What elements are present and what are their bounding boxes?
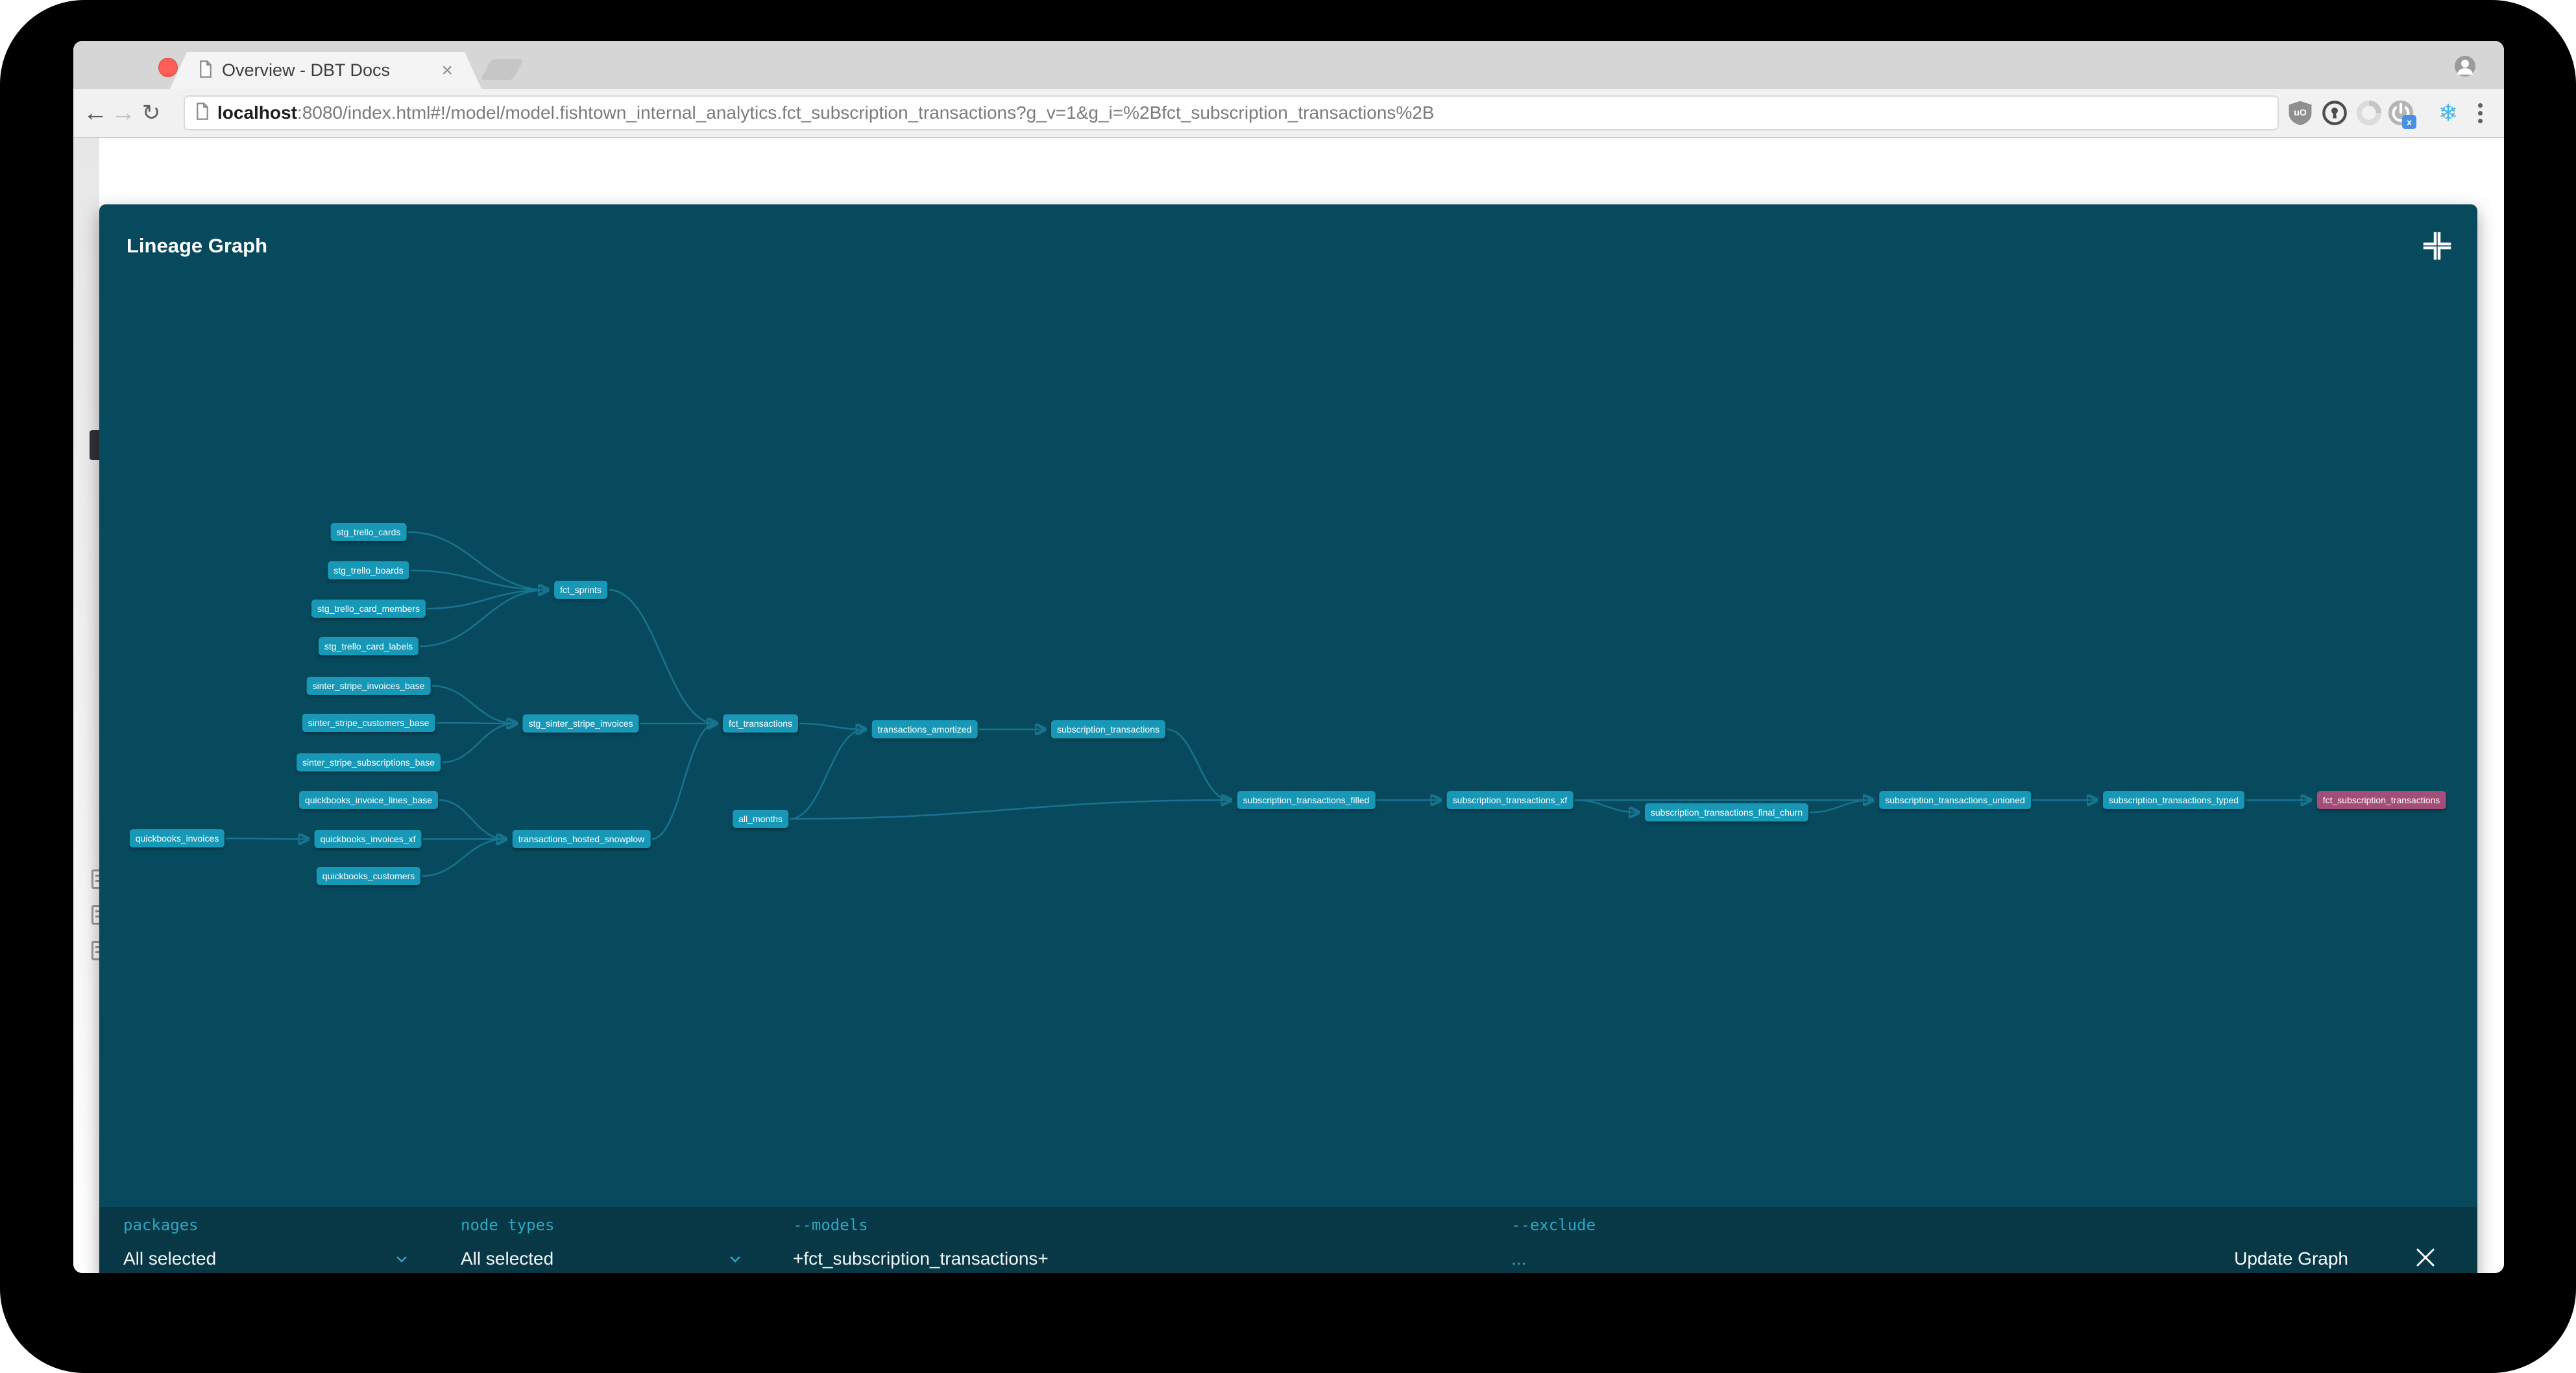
graph-node-subscription_transactions_filled[interactable]: subscription_transactions_filled xyxy=(1237,791,1376,809)
graph-node-subscription_transactions_xf[interactable]: subscription_transactions_xf xyxy=(1446,791,1574,809)
exclude-input[interactable]: ... xyxy=(1511,1248,1527,1269)
browser-toolbar: ← → ↻ localhost:8080/index.html#!/model/… xyxy=(73,89,2504,138)
graph-node-subscription_transactions_typed[interactable]: subscription_transactions_typed xyxy=(2102,791,2245,809)
graph-filter-bar: packages All selected node types All sel… xyxy=(99,1207,2477,1273)
page-left-strip xyxy=(73,138,108,1241)
tab-strip: Overview - DBT Docs × xyxy=(73,41,2504,89)
forward-button[interactable]: → xyxy=(111,99,136,127)
graph-node-fct_sprints[interactable]: fct_sprints xyxy=(554,581,607,599)
graph-node-transactions_hosted_snowplow[interactable]: transactions_hosted_snowplow xyxy=(512,830,651,848)
url-host: localhost xyxy=(217,103,297,123)
page-favicon-icon xyxy=(199,60,213,81)
graph-node-sinter_stripe_customers_base[interactable]: sinter_stripe_customers_base xyxy=(302,714,435,732)
packages-select[interactable]: All selected xyxy=(123,1248,217,1269)
ublock-extension-icon[interactable]: uO xyxy=(2283,89,2317,137)
tab-title: Overview - DBT Docs xyxy=(222,60,391,80)
graph-node-subscription_transactions_unioned[interactable]: subscription_transactions_unioned xyxy=(1879,791,2031,809)
new-tab-button[interactable] xyxy=(480,59,524,80)
graph-node-quickbooks_invoices_xf[interactable]: quickbooks_invoices_xf xyxy=(314,830,422,848)
graph-node-stg_trello_card_members[interactable]: stg_trello_card_members xyxy=(311,600,426,618)
reload-button[interactable]: ↻ xyxy=(141,101,161,125)
exclude-label: --exclude xyxy=(1511,1216,1596,1234)
svg-text:uO: uO xyxy=(2294,108,2307,118)
disabled-extension-icon[interactable] xyxy=(2352,89,2386,137)
packages-label: packages xyxy=(123,1216,199,1234)
graph-node-quickbooks_invoices[interactable]: quickbooks_invoices xyxy=(129,829,225,847)
onepassword-extension-icon[interactable] xyxy=(2318,89,2351,137)
graph-node-sinter_stripe_subscriptions_base[interactable]: sinter_stripe_subscriptions_base xyxy=(297,753,441,772)
url-path: :8080/index.html#!/model/model.fishtown_… xyxy=(297,103,1435,123)
profile-avatar[interactable] xyxy=(2454,55,2476,77)
collapse-graph-icon[interactable] xyxy=(2423,232,2451,260)
lineage-graph-title: Lineage Graph xyxy=(127,234,268,257)
graph-node-fct_transactions[interactable]: fct_transactions xyxy=(722,714,799,733)
graph-node-stg_trello_cards[interactable]: stg_trello_cards xyxy=(330,523,407,541)
browser-menu-icon[interactable] xyxy=(2463,89,2497,137)
close-graph-icon[interactable] xyxy=(2414,1246,2437,1269)
graph-node-subscription_transactions_final_churn[interactable]: subscription_transactions_final_churn xyxy=(1644,803,1809,821)
address-bar[interactable]: localhost:8080/index.html#!/model/model.… xyxy=(184,95,2279,130)
models-label: --models xyxy=(793,1216,868,1234)
packages-chevron-down-icon[interactable] xyxy=(395,1255,408,1267)
graph-node-all_months[interactable]: all_months xyxy=(733,810,788,828)
back-button[interactable]: ← xyxy=(83,99,108,127)
extension-badge-x: x xyxy=(2402,115,2416,129)
graph-node-transactions_amortized[interactable]: transactions_amortized xyxy=(871,720,978,738)
close-window-button[interactable] xyxy=(158,58,178,77)
node-types-label: node types xyxy=(461,1216,555,1234)
graph-node-fct_subscription_transactions[interactable]: fct_subscription_transactions xyxy=(2316,791,2446,809)
update-graph-button[interactable]: Update Graph xyxy=(2234,1248,2348,1269)
graph-node-stg_sinter_stripe_invoices[interactable]: stg_sinter_stripe_invoices xyxy=(522,714,639,733)
node-types-select[interactable]: All selected xyxy=(461,1248,554,1269)
snowflake-extension-icon[interactable]: ❄ xyxy=(2438,99,2459,126)
graph-node-stg_trello_card_labels[interactable]: stg_trello_card_labels xyxy=(318,637,419,655)
url-text: localhost:8080/index.html#!/model/model.… xyxy=(217,103,1434,123)
models-input[interactable]: +fct_subscription_transactions+ xyxy=(793,1248,1049,1269)
power-extension-icon[interactable]: x xyxy=(2384,89,2418,137)
lineage-graph-modal: Lineage Graph packages All selected xyxy=(99,204,2477,1273)
graph-node-sinter_stripe_invoices_base[interactable]: sinter_stripe_invoices_base xyxy=(306,677,431,695)
node-types-chevron-down-icon[interactable] xyxy=(729,1255,742,1267)
graph-node-quickbooks_invoice_lines_base[interactable]: quickbooks_invoice_lines_base xyxy=(298,791,439,809)
graph-node-stg_trello_boards[interactable]: stg_trello_boards xyxy=(328,561,409,579)
page-content: id character varying This is a unique id… xyxy=(73,138,2504,1273)
tab-overview-dbt-docs[interactable]: Overview - DBT Docs × xyxy=(170,52,481,89)
tab-close-icon[interactable]: × xyxy=(441,59,453,81)
graph-node-quickbooks_customers[interactable]: quickbooks_customers xyxy=(316,867,421,885)
page-icon xyxy=(195,103,210,123)
graph-node-subscription_transactions[interactable]: subscription_transactions xyxy=(1051,720,1165,738)
browser-window: Overview - DBT Docs × ← → ↻ localhost:80… xyxy=(73,41,2504,1273)
